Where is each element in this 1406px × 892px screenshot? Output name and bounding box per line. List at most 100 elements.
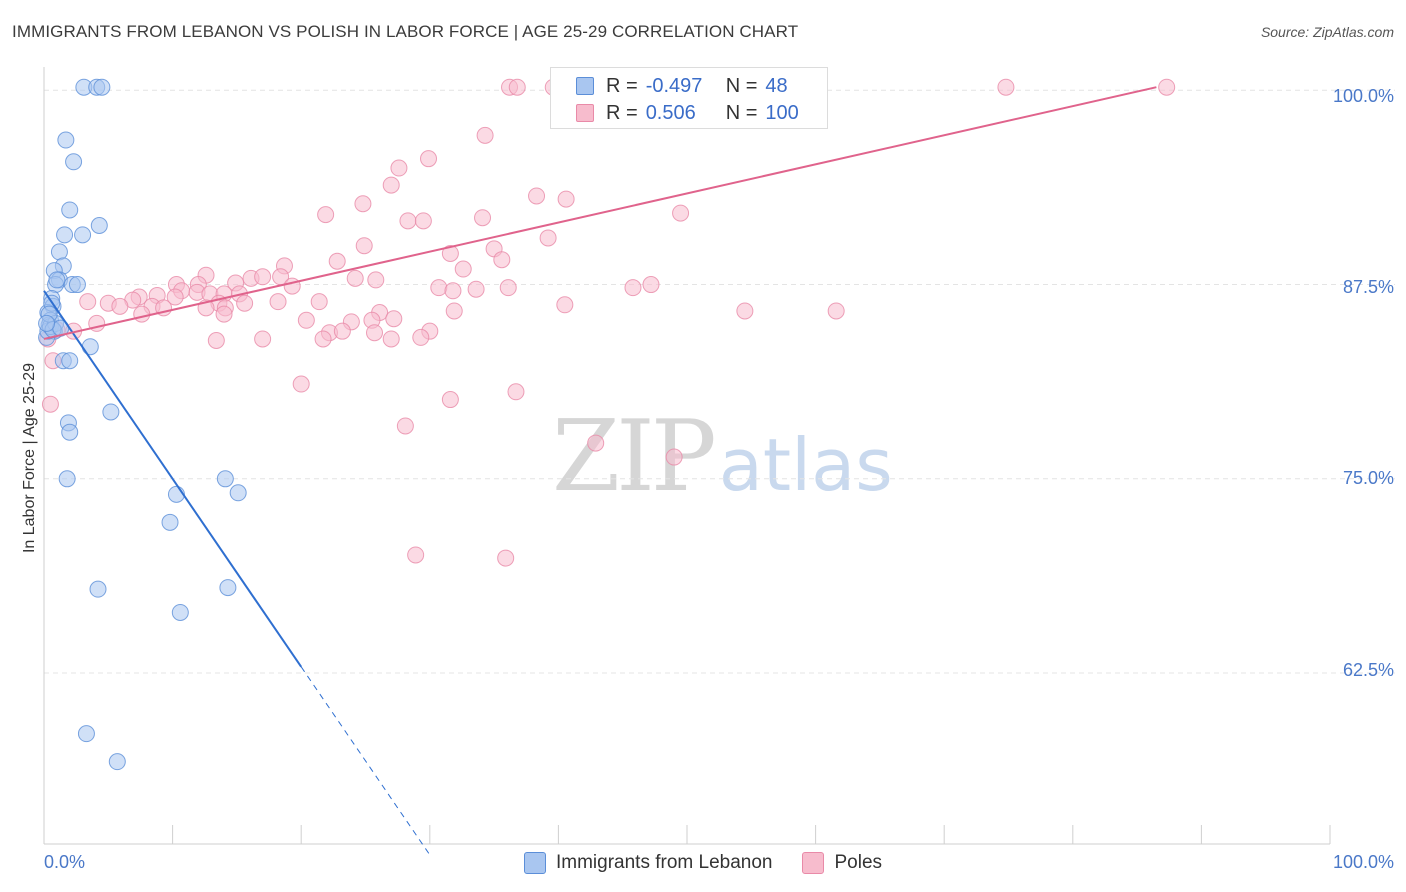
- poles-point: [366, 324, 384, 342]
- y-tick-label-87-5: 87.5%: [1342, 277, 1394, 297]
- poles-point: [444, 282, 462, 300]
- poles-point: [430, 279, 448, 297]
- poles-point: [642, 276, 660, 294]
- poles-point: [476, 126, 494, 144]
- poles-point: [354, 195, 372, 213]
- legend-item-lebanon[interactable]: Immigrants from Lebanon: [523, 852, 773, 874]
- lebanon-point: [90, 217, 108, 235]
- poles-point: [499, 279, 517, 297]
- x-tick-label-max: 100.0%: [1332, 852, 1394, 872]
- poles-point: [396, 417, 414, 435]
- lebanon-point: [56, 226, 74, 244]
- poles-point: [508, 78, 526, 96]
- lebanon-point: [68, 276, 86, 294]
- poles-point: [355, 237, 373, 255]
- poles-point: [79, 293, 97, 311]
- poles-point: [493, 251, 511, 269]
- poles-point: [314, 330, 332, 348]
- poles-point: [587, 434, 605, 452]
- legend-item-poles[interactable]: Poles: [802, 852, 882, 874]
- poles-point: [333, 322, 351, 340]
- poles-point: [672, 204, 690, 222]
- lebanon-n-value: 48: [765, 74, 788, 97]
- lebanon-point: [229, 484, 247, 502]
- poles-point: [467, 280, 485, 298]
- legend-swatch-lebanon: [523, 852, 546, 874]
- poles-point: [557, 190, 575, 208]
- poles-point: [215, 305, 233, 323]
- poles-point: [269, 293, 287, 311]
- poles-point: [441, 244, 459, 262]
- watermark: ZIPatlas: [552, 400, 893, 514]
- poles-point: [310, 293, 328, 311]
- stats-row-poles: R = 0.506 N = 100: [551, 99, 827, 127]
- poles-point: [254, 330, 272, 348]
- poles-point: [367, 271, 385, 289]
- poles-point: [1158, 78, 1176, 96]
- poles-r-label: R =: [606, 101, 638, 124]
- poles-point: [507, 383, 525, 401]
- lebanon-point: [61, 201, 79, 219]
- poles-point: [390, 159, 408, 177]
- lebanon-point: [89, 580, 107, 598]
- lebanon-point: [93, 78, 111, 96]
- poles-point: [166, 288, 184, 306]
- lebanon-point: [58, 470, 76, 488]
- poles-point: [111, 297, 129, 315]
- poles-point: [407, 546, 425, 564]
- lebanon-point: [65, 153, 83, 171]
- legend-label-poles: Poles: [834, 852, 883, 873]
- poles-swatch: [576, 104, 594, 122]
- poles-point: [292, 375, 310, 393]
- lebanon-point: [219, 579, 237, 597]
- poles-point: [736, 302, 754, 320]
- poles-point: [382, 176, 400, 194]
- poles-point: [454, 260, 472, 278]
- lebanon-r-value: -0.497: [645, 74, 703, 97]
- poles-trend-line: [43, 86, 1157, 340]
- lebanon-trend-line: [43, 290, 303, 668]
- poles-point: [556, 296, 574, 314]
- poles-point: [445, 302, 463, 320]
- watermark-zip: ZIP: [552, 400, 717, 514]
- poles-point: [528, 187, 546, 205]
- poles-point: [207, 332, 225, 350]
- lebanon-point: [77, 725, 95, 743]
- lebanon-point: [171, 603, 189, 621]
- poles-point: [665, 448, 683, 466]
- stats-row-lebanon: R = -0.497 N = 48: [551, 72, 827, 100]
- legend: Immigrants from Lebanon Poles: [0, 852, 1406, 874]
- lebanon-point: [108, 753, 126, 771]
- poles-point: [997, 78, 1015, 96]
- chart-title: IMMIGRANTS FROM LEBANON VS POLISH IN LAB…: [12, 22, 799, 41]
- lebanon-point: [216, 470, 234, 488]
- poles-point: [412, 328, 430, 346]
- poles-point: [41, 395, 59, 413]
- lebanon-point: [81, 338, 99, 356]
- watermark-atlas: atlas: [718, 423, 893, 507]
- lebanon-swatch: [576, 77, 594, 95]
- y-axis-label: In Labor Force | Age 25-29: [21, 362, 38, 554]
- poles-r-value: 0.506: [645, 101, 696, 124]
- poles-point: [297, 311, 315, 329]
- lebanon-point: [61, 352, 79, 370]
- poles-point: [346, 269, 364, 287]
- lebanon-point: [48, 271, 66, 289]
- poles-point: [236, 294, 254, 312]
- poles-point: [441, 391, 459, 409]
- legend-label-lebanon: Immigrants from Lebanon: [555, 852, 773, 873]
- poles-n-label: N =: [725, 101, 758, 124]
- lebanon-point: [50, 243, 68, 261]
- stats-box: R = -0.497 N = 48 R = 0.506 N = 100: [550, 67, 828, 129]
- lebanon-point: [61, 423, 79, 441]
- y-tick-label-100: 100.0%: [1332, 86, 1394, 106]
- lebanon-point: [57, 131, 75, 149]
- poles-point: [317, 206, 335, 224]
- x-tick-label-min: 0.0%: [44, 852, 86, 872]
- y-tick-label-75: 75.0%: [1342, 468, 1394, 488]
- legend-swatch-poles: [802, 852, 825, 874]
- poles-point: [399, 212, 417, 230]
- poles-point: [328, 252, 346, 270]
- y-tick-label-62-5: 62.5%: [1342, 660, 1394, 680]
